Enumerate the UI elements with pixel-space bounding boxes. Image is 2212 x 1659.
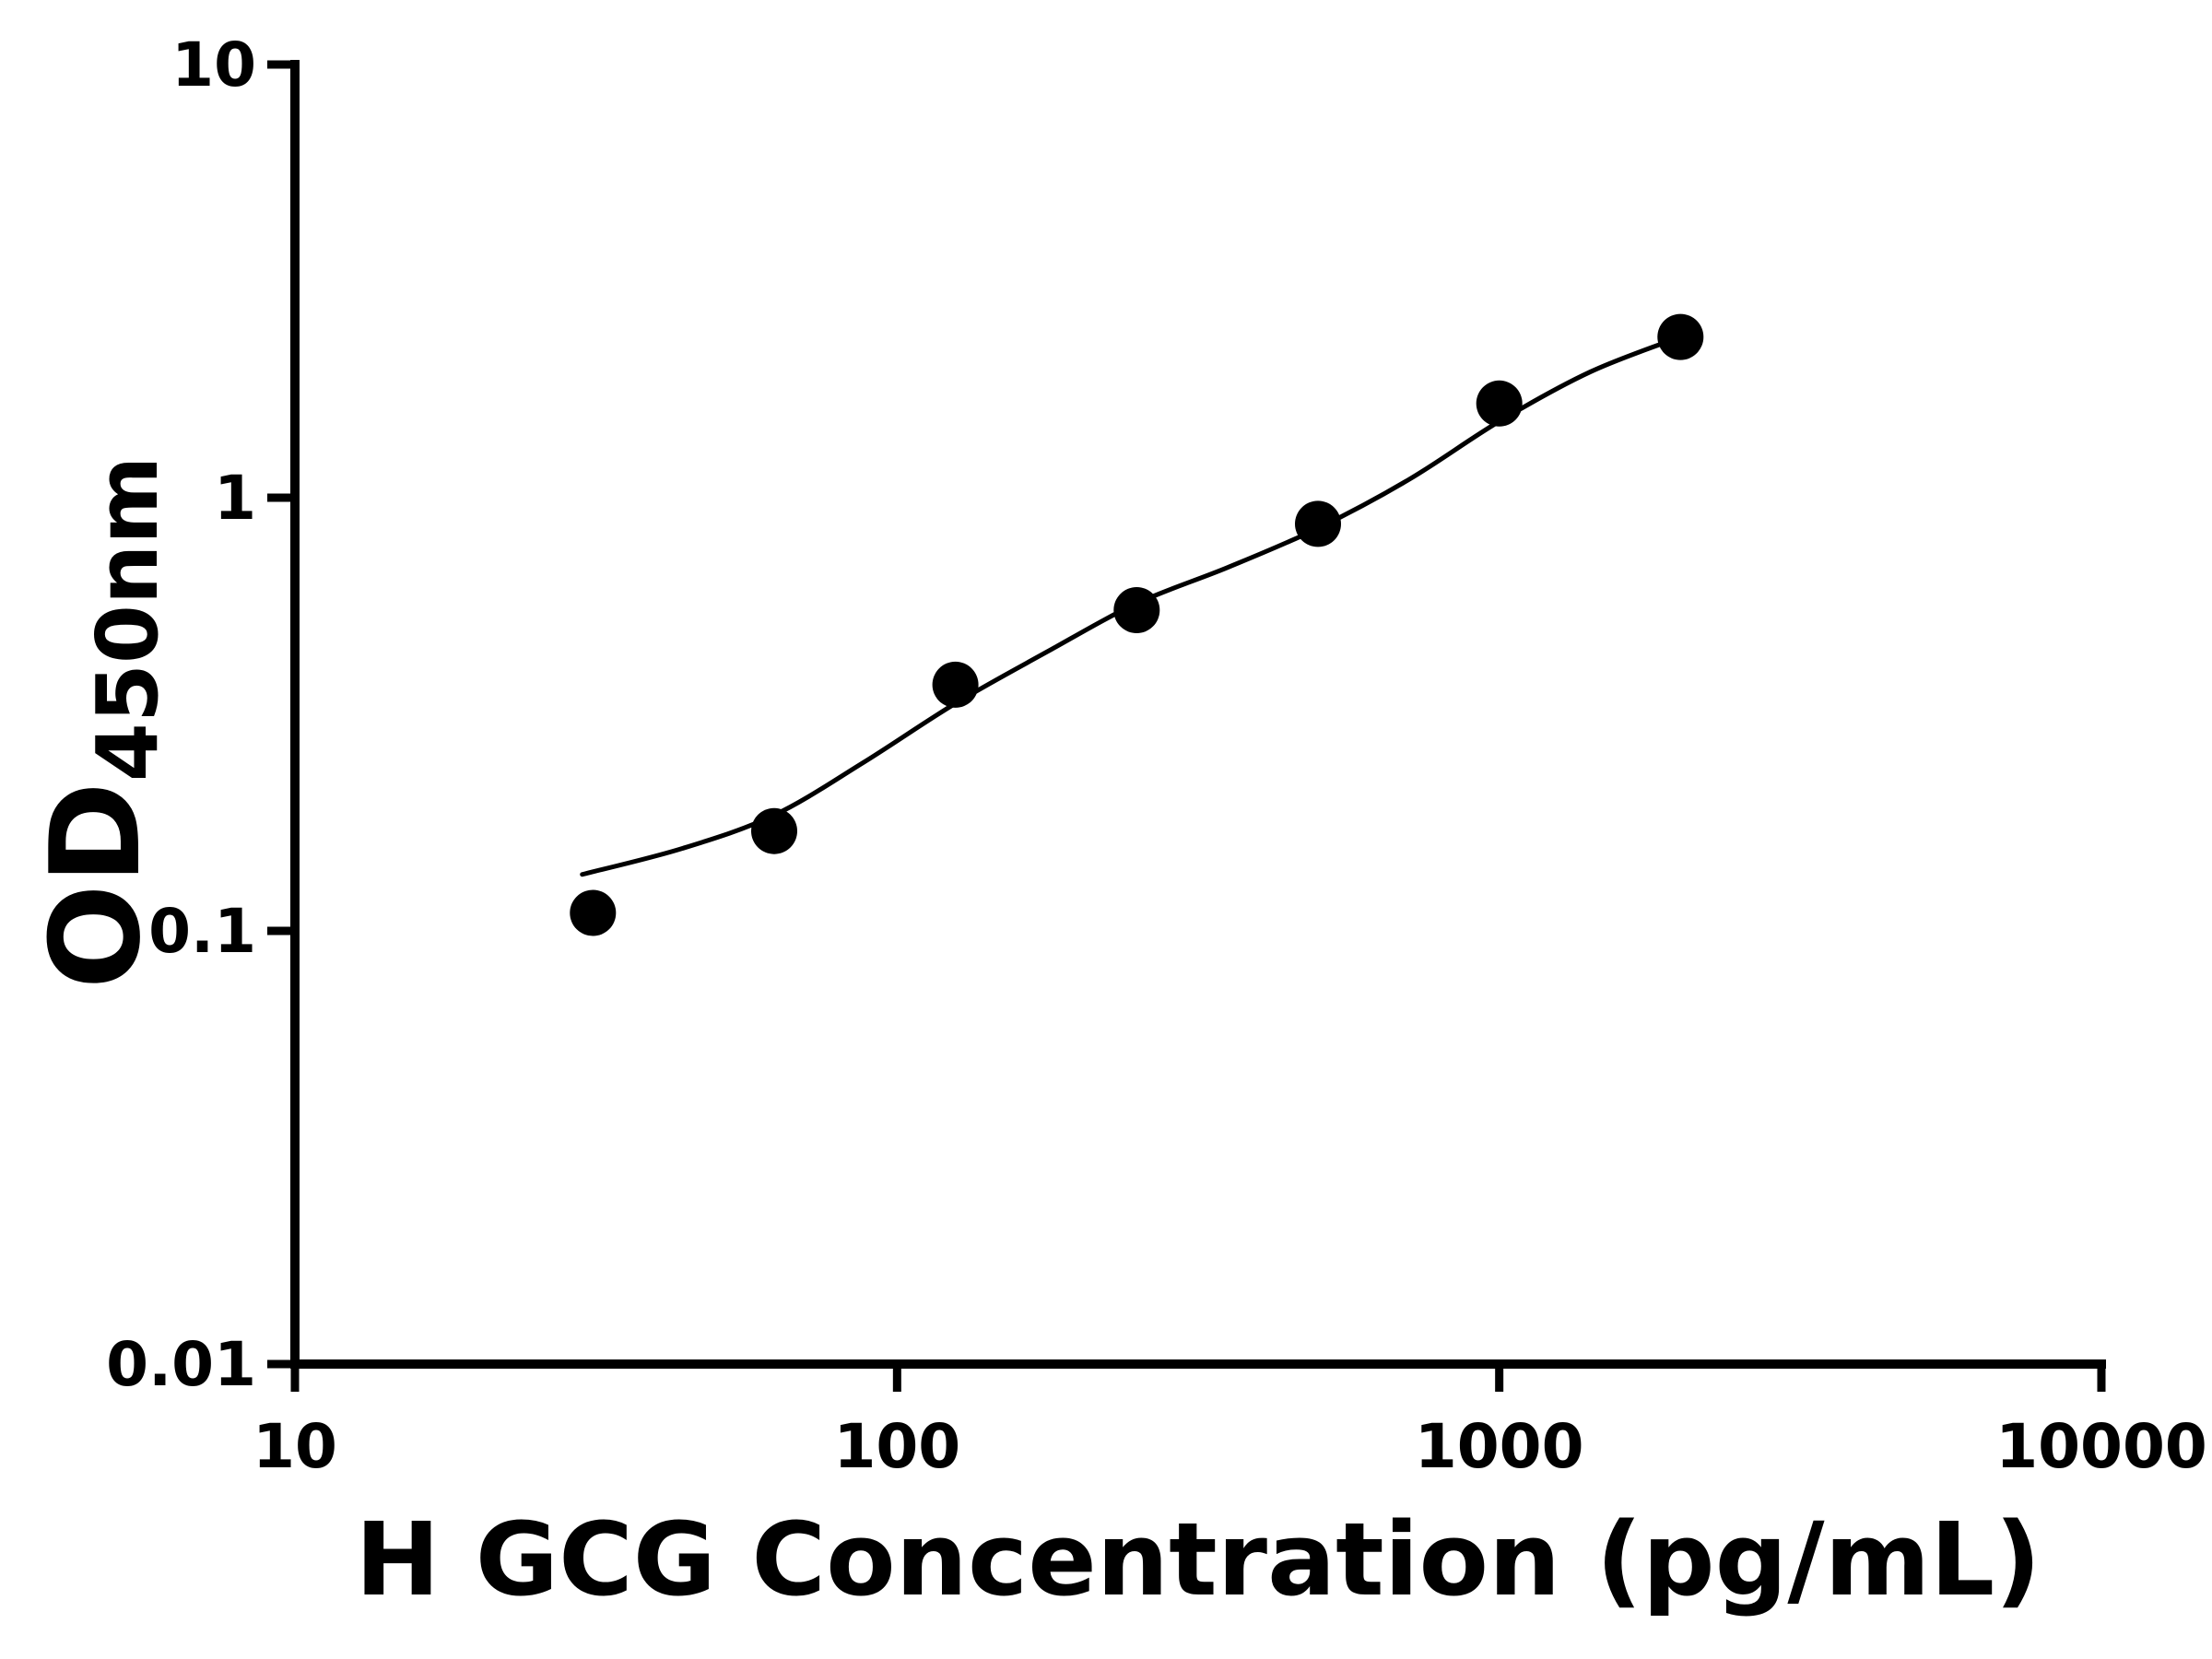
x-tick-label: 100 [833, 1411, 960, 1482]
data-point [751, 807, 797, 854]
svg-text:OD450nm: OD450nm [24, 456, 177, 990]
y-axis-title: OD450nm [24, 456, 177, 990]
data-point [1295, 500, 1341, 547]
x-tick-label: 1000 [1415, 1411, 1584, 1482]
data-point [1657, 313, 1704, 360]
x-tick-label: 10 [253, 1411, 337, 1482]
data-point [1476, 380, 1523, 427]
data-point [1113, 587, 1160, 633]
y-tick-label: 1 [214, 463, 256, 534]
y-tick-label: 10 [171, 29, 256, 100]
x-tick-label: 10000 [1995, 1411, 2207, 1482]
y-axis-title-subscript: 450nm [78, 456, 177, 782]
y-axis-title-main: OD [24, 782, 168, 989]
plot-area: 10 100 1000 10000 0.01 0.1 1 10 [106, 29, 2207, 1482]
y-tick-label: 0.01 [106, 1329, 256, 1400]
data-point [570, 889, 617, 936]
data-point [932, 661, 979, 708]
y-tick-label: 0.1 [148, 896, 256, 967]
x-axis-title: H GCG Concentration (pg/mL) [355, 1500, 2041, 1618]
